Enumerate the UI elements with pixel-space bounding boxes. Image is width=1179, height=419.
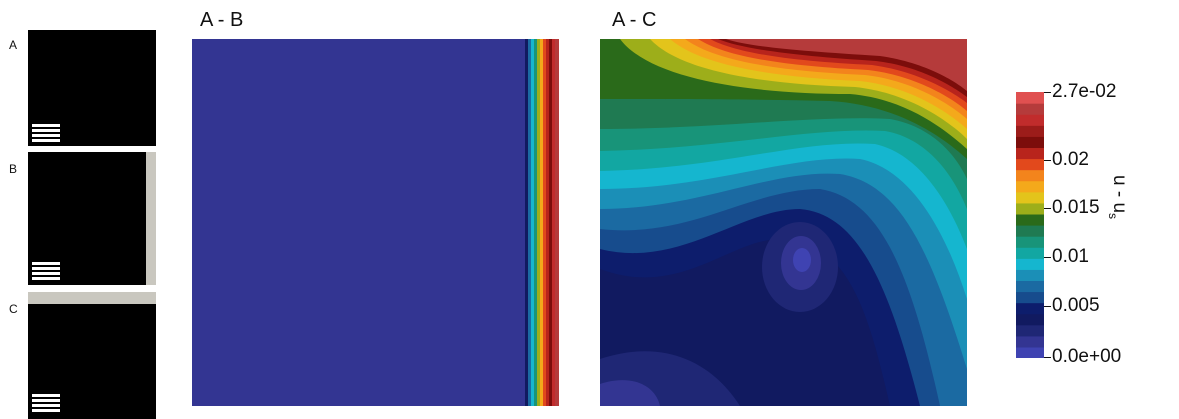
- colorbar-tick-label: 0.02: [1052, 149, 1089, 170]
- colorbar-band: [1016, 213, 1044, 226]
- colorbar-tick-mark: [1044, 208, 1051, 209]
- colorbar-band: [1016, 202, 1044, 215]
- colorbar-band: [1016, 191, 1044, 204]
- colorbar-band: [1016, 136, 1044, 149]
- field-plot-a-c: [600, 39, 967, 406]
- colorbar-band: [1016, 225, 1044, 237]
- colorbar-title-subscript: s: [1106, 213, 1121, 220]
- colorbar-band: [1016, 169, 1044, 182]
- colorbar-band: [1016, 236, 1044, 248]
- thumbnail-b-wall: [146, 152, 156, 285]
- colorbar-band: [1016, 103, 1044, 115]
- colorbar-tick-mark: [1044, 257, 1051, 258]
- colorbar-tick-mark: [1044, 92, 1051, 93]
- colorbar-band: [1016, 158, 1044, 171]
- thumbnail-c: [28, 292, 156, 419]
- field-panel-a-b: [192, 39, 559, 406]
- colorbar-band: [1016, 114, 1044, 126]
- colorbar-band: [1016, 180, 1044, 193]
- colorbar-band: [1016, 302, 1044, 315]
- colorbar-band: [1016, 258, 1044, 270]
- obstacle-bars-icon: [32, 394, 60, 414]
- colorbar-band: [1016, 125, 1044, 137]
- thumbnail-a: [28, 30, 156, 146]
- colorbar-band: [1016, 92, 1044, 104]
- panel-title-a-c: A - C: [612, 9, 657, 31]
- obstacle-bars-icon: [32, 124, 60, 144]
- thumbnail-label-b: B: [9, 162, 18, 176]
- field-plot-a-b: [192, 39, 559, 406]
- thumbnail-label-a: A: [9, 38, 18, 52]
- obstacle-bars-icon: [32, 262, 60, 282]
- colorbar-band: [1016, 269, 1044, 282]
- panel-title-a-b: A - B: [200, 9, 244, 31]
- thumbnail-b: [28, 152, 156, 285]
- colorbar-band: [1016, 313, 1044, 326]
- thumbnail-label-c: C: [9, 302, 18, 316]
- colorbar-band: [1016, 147, 1044, 160]
- colorbar-tick-label: 0.005: [1052, 295, 1100, 316]
- thumbnail-c-wall: [28, 292, 156, 304]
- colorbar-tick-mark: [1044, 306, 1051, 307]
- colorbar-tick-label: 0.0e+00: [1052, 346, 1122, 367]
- colorbar-tick-label: 0.015: [1052, 197, 1100, 218]
- colorbar-band: [1016, 280, 1044, 293]
- colorbar-band: [1016, 291, 1044, 304]
- field-panel-a-c: [600, 39, 967, 406]
- colorbar-band: [1016, 324, 1044, 337]
- colorbar-tick-mark: [1044, 160, 1051, 161]
- colorbar-band: [1016, 335, 1044, 348]
- colorbar-tick-mark: [1044, 357, 1051, 358]
- colorbar-title-main: u - u: [1109, 175, 1130, 214]
- colorbar-title: u - us: [1106, 175, 1130, 219]
- colorbar-tick-label: 2.7e-02: [1052, 81, 1117, 102]
- colorbar-band: [1016, 247, 1044, 259]
- colorbar-tick-label: 0.01: [1052, 246, 1089, 267]
- colorbar: [1016, 92, 1044, 358]
- colorbar-band: [1016, 346, 1044, 358]
